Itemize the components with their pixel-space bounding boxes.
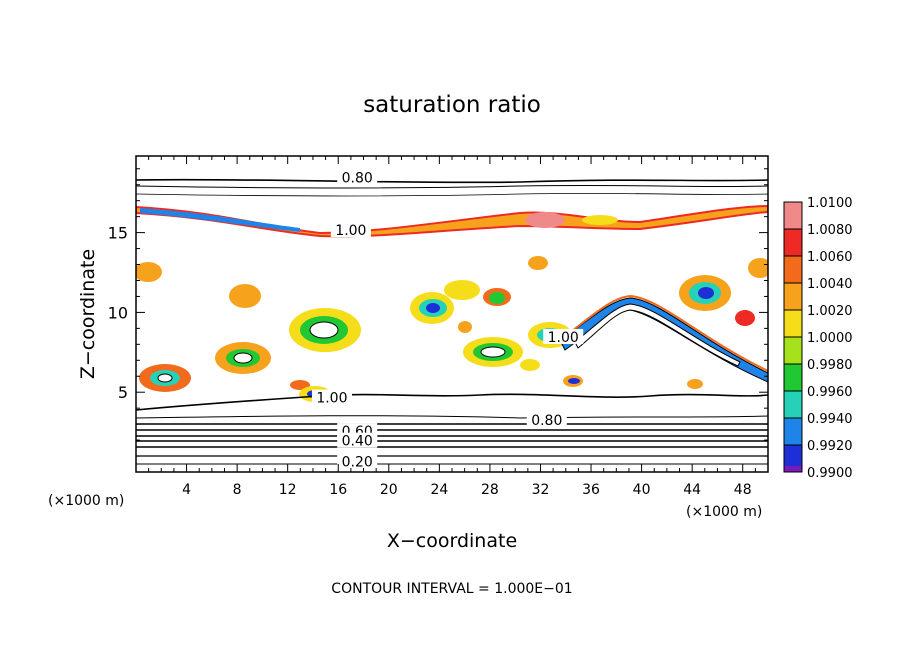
- contour-label-bg: [337, 432, 378, 448]
- x-tick-label: 24: [430, 482, 448, 498]
- colorbar-swatch: [784, 445, 802, 472]
- x-tick-label: 28: [481, 482, 499, 498]
- colorbar-label: 1.0060: [807, 250, 853, 265]
- contour-interval-footer: CONTOUR INTERVAL = 1.000E−01: [331, 581, 572, 597]
- contour-label-bg: [311, 389, 352, 405]
- x-tick-label: 8: [233, 482, 242, 498]
- cloud-blob: [687, 379, 703, 389]
- x-tick-label: 40: [633, 482, 651, 498]
- contour-label-bg: [526, 411, 567, 427]
- cloud-blob: [233, 352, 253, 364]
- contour-field: 0.801.001.001.000.800.600.400.20: [136, 169, 768, 470]
- colorbar-label: 1.0100: [807, 196, 853, 211]
- cloud-blob: [582, 215, 618, 225]
- x-tick-label: 4: [182, 482, 191, 498]
- colorbar-label: 1.0040: [807, 277, 853, 292]
- contour-line: [136, 184, 768, 189]
- colorbar-label: 1.0020: [807, 304, 853, 319]
- cloud-blob: [309, 321, 339, 339]
- contour-label-bg: [330, 222, 371, 238]
- contour-label: 1.00: [316, 391, 347, 407]
- contour-label: 0.80: [531, 413, 562, 429]
- colorbar-label: 0.9980: [807, 358, 853, 373]
- cloud-blob: [698, 287, 714, 299]
- x-axis-ticks: 4 8 12 16 20 24 28 32 36 40 44 48: [148, 156, 756, 498]
- colorbar-swatch: [784, 283, 802, 310]
- y-axis-ticks: 5 10 15: [108, 168, 768, 457]
- cloud-blob: [136, 262, 162, 282]
- contour-label: 0.20: [342, 454, 373, 470]
- cloud-band-core: [140, 208, 300, 232]
- cloud-ridge: [559, 297, 768, 383]
- contour-line: [136, 178, 768, 184]
- y-axis-label: Z−coordinate: [77, 249, 99, 379]
- colorbar-swatch: [784, 202, 802, 229]
- x-tick-label: 44: [683, 482, 701, 498]
- contour-label-bg: [337, 453, 378, 469]
- cloud-blob: [444, 280, 480, 300]
- x-tick-label: 12: [279, 482, 297, 498]
- x-tick-label: 32: [532, 482, 550, 498]
- cloud-blob: [489, 292, 505, 304]
- x-tick-label: 48: [734, 482, 752, 498]
- colorbar-swatch: [784, 310, 802, 337]
- contour-line: [136, 393, 768, 411]
- colorbar-swatch: [784, 229, 802, 256]
- x-tick-label: 20: [380, 482, 398, 498]
- x-axis-label: X−coordinate: [387, 530, 517, 552]
- cloud-blob: [748, 258, 768, 278]
- chart-title: saturation ratio: [363, 92, 541, 118]
- cloud-blob: [426, 303, 440, 313]
- colorbar-label: 0.9960: [807, 385, 853, 400]
- contour-line: [136, 415, 768, 419]
- cloud-blob: [525, 212, 565, 228]
- x-unit-right: (×1000 m): [686, 504, 762, 520]
- contour-label: 0.80: [342, 170, 373, 186]
- colorbar-swatch: [784, 256, 802, 283]
- cloud-blob: [290, 380, 310, 390]
- colorbar-label: 1.0080: [807, 223, 853, 238]
- x-unit-left: (×1000 m): [48, 493, 124, 509]
- cloud-blob: [157, 373, 173, 383]
- x-tick-label: 36: [582, 482, 600, 498]
- y-tick-label: 10: [108, 303, 128, 322]
- cloud-blob: [528, 256, 548, 270]
- colorbar: 1.0100 1.0080 1.0060 1.0040 1.0020 1.0000 0.99…: [783, 196, 853, 481]
- contour-label-bg: [543, 328, 584, 344]
- colorbar-label: 1.0000: [807, 331, 853, 346]
- contour-label: 1.00: [335, 223, 366, 239]
- colorbar-label: 0.9920: [807, 439, 853, 454]
- cloud-ridge-edge: [559, 294, 768, 372]
- cloud-blob: [568, 378, 580, 384]
- cloud-blob: [520, 359, 540, 371]
- colorbar-swatch: [784, 418, 802, 445]
- y-tick-label: 15: [108, 224, 128, 243]
- cloud-blob: [480, 346, 506, 358]
- cloud-blob: [458, 321, 472, 333]
- cloud-ridge-core: [574, 303, 741, 367]
- cloud-blob: [735, 310, 755, 326]
- colorbar-label: 0.9940: [807, 412, 853, 427]
- contour-label: 0.40: [342, 434, 373, 450]
- colorbar-swatch: [784, 364, 802, 391]
- y-tick-label: 5: [118, 383, 128, 402]
- colorbar-swatch: [784, 466, 802, 472]
- contour-line: [136, 193, 768, 197]
- contour-label: 1.00: [548, 330, 579, 346]
- contour-label-bg: [337, 169, 378, 185]
- x-tick-label: 16: [329, 482, 347, 498]
- colorbar-swatch: [784, 337, 802, 364]
- cloud-blob: [229, 284, 261, 308]
- colorbar-swatch: [784, 391, 802, 418]
- colorbar-label: 0.9900: [807, 466, 853, 481]
